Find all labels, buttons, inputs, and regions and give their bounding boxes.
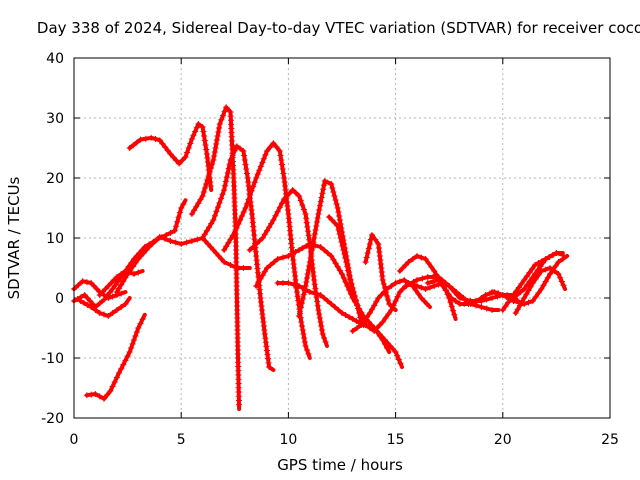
y-tick-label: 0 bbox=[55, 291, 64, 307]
x-tick-label: 5 bbox=[177, 432, 186, 448]
series-track-04 bbox=[114, 234, 252, 294]
y-tick-label: -10 bbox=[41, 351, 64, 367]
y-axis-title: SDTVAR / TECUs bbox=[5, 176, 23, 299]
markers-track-24 bbox=[96, 268, 142, 298]
ticks-layer: -20 -10 0 10 20 30 40 0 5 10 15 20 25 bbox=[41, 51, 619, 448]
series-track-11 bbox=[275, 281, 392, 354]
y-tick-label: 40 bbox=[46, 51, 64, 67]
grid-layer bbox=[74, 58, 610, 418]
markers-track-01 bbox=[83, 316, 146, 402]
y-tick-label: 10 bbox=[46, 231, 64, 247]
markers-track-02 bbox=[71, 201, 187, 310]
markers-track-03 bbox=[126, 121, 214, 189]
plot-frame bbox=[73, 57, 611, 419]
markers-track-13 bbox=[362, 232, 396, 310]
chart-title: Day 338 of 2024, Sidereal Day-to-day VTE… bbox=[37, 19, 640, 37]
x-axis-title: GPS time / hours bbox=[277, 456, 403, 474]
y-tick-label: 30 bbox=[46, 111, 64, 127]
markers-track-23 bbox=[77, 298, 129, 319]
markers-track-17 bbox=[424, 277, 496, 313]
markers-track-14 bbox=[349, 277, 430, 334]
markers-track-11 bbox=[274, 280, 390, 351]
x-tick-label: 0 bbox=[70, 432, 79, 448]
y-tick-label: -20 bbox=[41, 411, 64, 427]
series-track-02 bbox=[72, 198, 188, 309]
x-tick-label: 25 bbox=[601, 432, 619, 448]
series-track-01 bbox=[84, 312, 147, 401]
series-layer bbox=[71, 104, 570, 411]
markers-track-21 bbox=[510, 250, 560, 301]
x-tick-label: 15 bbox=[387, 432, 405, 448]
y-tick-label: 20 bbox=[46, 171, 64, 187]
markers-track-20 bbox=[512, 265, 567, 316]
x-tick-label: 10 bbox=[279, 432, 297, 448]
x-tick-label: 20 bbox=[494, 432, 512, 448]
